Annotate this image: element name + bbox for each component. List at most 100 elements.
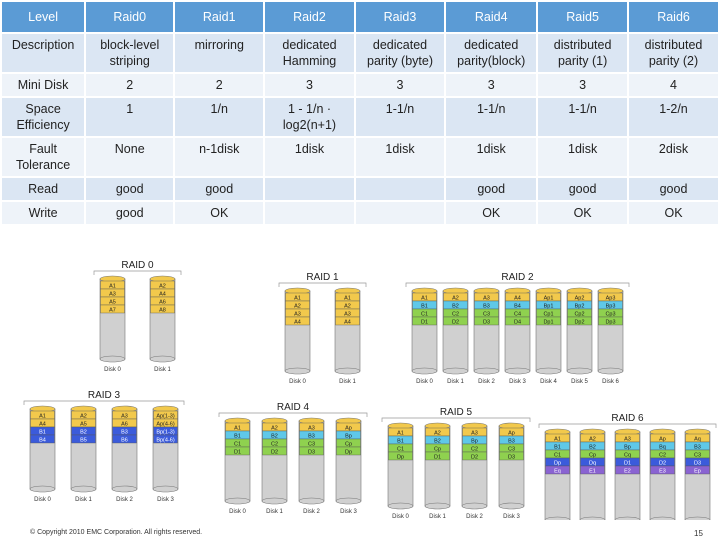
disk-base <box>149 355 176 363</box>
raid-comparison-table: Level Raid0 Raid1 Raid2 Raid3 Raid4 Raid5 Raid6… <box>0 0 720 226</box>
disk: A1 A2 A3 A4 Disk 0 <box>284 287 311 385</box>
data-block <box>71 434 96 444</box>
block-label: Bp <box>471 439 478 445</box>
disk-base <box>70 485 97 493</box>
block-label: Cp <box>345 442 352 448</box>
block-label: A4 <box>159 292 166 298</box>
disk-base <box>614 516 641 520</box>
table-cell: n-1disk <box>175 138 264 176</box>
data-block <box>285 316 310 326</box>
disk-label: Disk 5 <box>571 379 588 385</box>
page-number: 15 <box>694 529 703 538</box>
table-cell: 4 <box>629 74 718 96</box>
row-label: Level <box>2 2 85 32</box>
block-label: A2 <box>159 284 166 290</box>
block-label: A2 <box>452 296 459 302</box>
block-label: A1 <box>234 426 241 432</box>
block-label: D3 <box>308 450 315 456</box>
disk-base <box>99 355 126 363</box>
block-label: A5 <box>80 422 87 428</box>
table-row: Read good good good good good <box>2 178 718 200</box>
data-block <box>153 434 178 444</box>
data-block <box>505 316 530 326</box>
block-label: B1 <box>554 445 561 451</box>
block-label: A8 <box>159 308 166 314</box>
block-label: A3 <box>109 292 116 298</box>
table-cell: dedicated parity(block) <box>446 34 537 72</box>
disk: A2 A4 A6 A8 Disk 1 <box>149 275 176 373</box>
block-label: C3 <box>508 447 515 453</box>
block-label: A2 <box>80 414 87 420</box>
disk: A3 B3 C3 D3 Disk 2 <box>473 287 500 385</box>
group-bracket <box>538 423 717 428</box>
disk-base <box>579 516 606 520</box>
disk-base <box>284 367 311 375</box>
disk-base <box>442 367 469 375</box>
block-label: B1 <box>39 430 46 436</box>
disk: A1B1C1DpEqDisk 0 <box>544 428 571 520</box>
block-label: A2 <box>589 437 596 443</box>
block-label: B4 <box>39 438 46 444</box>
data-block <box>336 446 361 456</box>
disk: Ap3 Bp3 Cp3 Dp3 Disk 6 <box>597 287 624 385</box>
disk-base <box>411 367 438 375</box>
table-cell: OK <box>175 202 264 224</box>
block-label: C3 <box>694 453 701 459</box>
data-block <box>30 434 55 444</box>
block-label: B2 <box>80 430 87 436</box>
disk-label: Disk 1 <box>266 509 283 515</box>
disk-base <box>261 497 288 505</box>
table-cell: Raid5 <box>538 2 628 32</box>
disk: A3 Bp C2 D2 Disk 2 <box>461 422 488 520</box>
block-label: Cp3 <box>605 312 615 318</box>
block-label: A1 <box>397 431 404 437</box>
disk-label: Disk 2 <box>116 497 133 503</box>
disk-label: Disk 2 <box>478 379 495 385</box>
block-label: A1 <box>421 296 428 302</box>
block-label: E1 <box>589 469 596 475</box>
block-label: D1 <box>624 461 631 467</box>
block-label: D3 <box>483 320 490 326</box>
block-label: Ep <box>694 469 701 475</box>
raid-title: RAID 4 <box>277 402 310 413</box>
disk: A1 B1 C1 D1 Disk 0 <box>411 287 438 385</box>
block-label: B3 <box>308 434 315 440</box>
block-label: A1 <box>554 437 561 443</box>
block-label: Aq <box>694 437 701 443</box>
table-cell: dedicated parity (byte) <box>355 34 445 72</box>
disk-label: Disk 3 <box>509 379 526 385</box>
disk-base <box>334 367 361 375</box>
table-cell: good <box>629 178 718 200</box>
raid-diagram: RAID 4 A1 B1 C1 D1 Disk 0 A2 B2 C2 D2 Disk 1 A3 B3 C3… <box>218 402 368 515</box>
data-block <box>425 451 450 461</box>
block-label: Ap3 <box>606 296 616 302</box>
disk-base <box>424 502 451 510</box>
disk-label: Disk 1 <box>154 367 171 373</box>
disk: A2B2CpDqE1Disk 1 <box>579 428 606 520</box>
raid-title: RAID 6 <box>611 413 644 424</box>
disk-label: Disk 0 <box>104 367 121 373</box>
disk: A3 B3 C3 D3 Disk 2 <box>298 417 325 515</box>
block-label: D3 <box>694 461 701 467</box>
block-label: A4 <box>39 422 46 428</box>
block-label: C3 <box>483 312 490 318</box>
data-block <box>545 465 570 475</box>
table-cell <box>355 202 445 224</box>
data-block <box>685 465 710 475</box>
block-label: B5 <box>80 438 87 444</box>
table-cell: Raid6 <box>629 2 718 32</box>
block-label: A1 <box>294 296 301 302</box>
disk: A1 A2 A3 A4 Disk 1 <box>334 287 361 385</box>
data-block <box>567 316 592 326</box>
disk: A3BpCqD1E2Disk 2 <box>614 428 641 520</box>
raid-diagram: RAID 0 A1 A3 A5 A7 Disk 0 A2 A4 A6 A8 Disk 1 <box>93 260 182 373</box>
block-label: A3 <box>483 296 490 302</box>
table-cell: 1disk <box>538 138 628 176</box>
row-label: Space Efficiency <box>2 98 85 136</box>
disk-base <box>224 497 251 505</box>
block-label: A3 <box>121 414 128 420</box>
disk-base <box>111 485 138 493</box>
block-label: A3 <box>308 426 315 432</box>
data-block <box>650 465 675 475</box>
table-cell <box>355 178 445 200</box>
